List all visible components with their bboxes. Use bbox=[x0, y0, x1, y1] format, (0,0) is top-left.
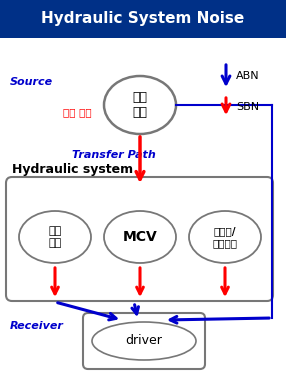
Text: 유압
배관: 유압 배관 bbox=[48, 226, 61, 248]
Ellipse shape bbox=[92, 322, 196, 360]
Ellipse shape bbox=[19, 211, 91, 263]
Text: Receiver: Receiver bbox=[10, 321, 64, 331]
Ellipse shape bbox=[104, 76, 176, 134]
Text: Hydraulic system: Hydraulic system bbox=[12, 164, 133, 177]
Text: 실린더/
유압모터: 실린더/ 유압모터 bbox=[212, 226, 237, 248]
Text: Transfer Path: Transfer Path bbox=[72, 150, 156, 160]
FancyBboxPatch shape bbox=[83, 313, 205, 369]
Text: ABN: ABN bbox=[236, 71, 260, 81]
Ellipse shape bbox=[104, 211, 176, 263]
Text: 맥동 발생: 맥동 발생 bbox=[63, 107, 92, 117]
Text: driver: driver bbox=[126, 334, 162, 348]
Text: Source: Source bbox=[10, 77, 53, 87]
Text: SBN: SBN bbox=[236, 102, 259, 112]
Text: MCV: MCV bbox=[123, 230, 157, 244]
FancyBboxPatch shape bbox=[6, 177, 273, 301]
Text: Hydraulic System Noise: Hydraulic System Noise bbox=[41, 12, 245, 26]
Ellipse shape bbox=[189, 211, 261, 263]
FancyBboxPatch shape bbox=[0, 0, 286, 38]
Text: 유압
펌프: 유압 펌프 bbox=[132, 91, 148, 119]
